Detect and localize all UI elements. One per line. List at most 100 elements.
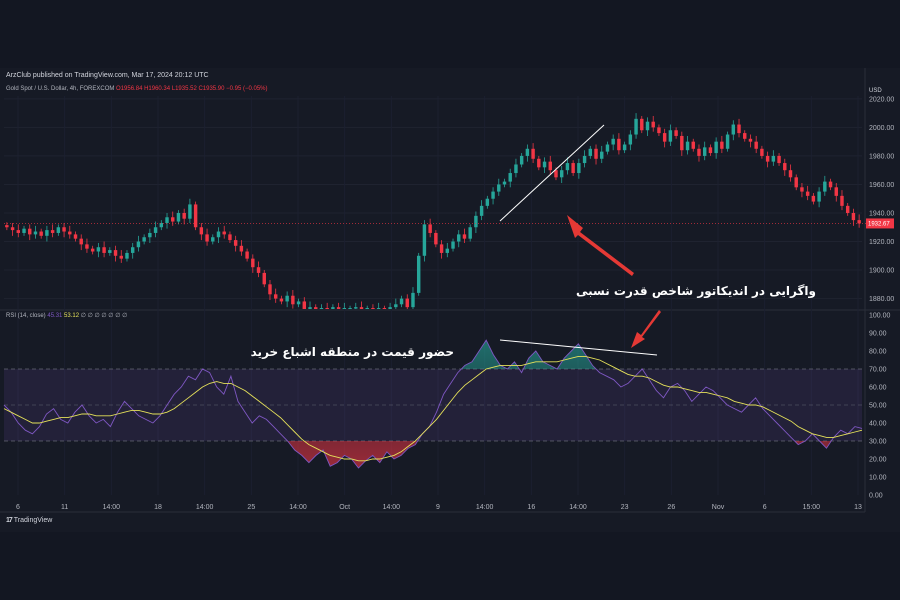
chart-area[interactable] [0,68,900,532]
candle-body [828,181,833,188]
candle [674,127,678,139]
candle [302,297,307,309]
candle [777,153,781,166]
candle-body [108,250,112,253]
rsi-band [4,368,862,442]
candle [239,240,244,256]
candle-body [817,191,821,202]
candle-body [336,307,341,309]
tradingview-logo-text: TradingView [13,517,53,524]
candle [153,221,158,238]
bottom-margin [0,532,900,600]
candle [273,288,278,303]
candle [685,135,690,155]
candle [5,222,9,231]
candle-body [405,298,409,308]
rsi-value: 45.31 [47,313,63,319]
candle [439,240,444,259]
candle-body [142,237,146,242]
rsi-ma-value: 53.12 [64,313,80,319]
candle-body [399,298,404,305]
candle-body [285,295,289,302]
candle [102,241,106,258]
candle [159,220,164,231]
candle-body [777,155,781,164]
candle [388,302,392,309]
candle-body [497,184,501,192]
candle [216,227,221,243]
candle-body [382,308,387,309]
candle [205,228,209,246]
candle-body [205,234,209,242]
candle [279,295,284,305]
candle-body [262,272,266,285]
candle [211,234,215,245]
candle [291,290,295,309]
time-tick-label: 14:00 [383,504,401,511]
candle-body [22,228,26,233]
candle-body [434,232,438,245]
candle-body [256,267,261,273]
candle-body [702,147,707,156]
candle [394,298,398,309]
candle [176,210,181,225]
candle [119,250,123,263]
candle-body [743,133,747,139]
candle-body [600,151,604,159]
candle-body [800,187,804,192]
candle-body [668,130,673,142]
rsi-tick-label: 20.00 [869,457,887,464]
candle-body [622,144,627,151]
candle-body [651,121,655,128]
candle-body [331,307,335,309]
candle [605,141,610,155]
divergence-annotation: واگرایی در اندیکاتور شاخص قدرت نسبی [575,284,816,298]
candle-body [685,141,690,151]
candle [85,238,89,253]
candle-body [62,227,66,232]
candle-body [645,121,650,131]
candle-body [125,252,129,259]
candle [622,141,627,154]
candle-body [811,195,816,202]
candle-body [165,217,169,223]
candle [222,225,226,239]
candle [251,254,255,273]
candle [342,302,347,309]
candle-body [10,227,15,231]
price-tick-label: 1880.00 [869,296,894,303]
tradingview-logo[interactable]: 17 TradingView [6,517,52,524]
candle-body [783,163,787,171]
candle [662,128,667,148]
candle [720,135,724,154]
candle-body [50,230,55,233]
candle-body [634,118,638,135]
symbol-legend[interactable]: Gold Spot / U.S. Dollar, 4h, FOREXCOM O1… [6,86,268,92]
candle [485,195,490,209]
candle [371,304,375,309]
rsi-legend[interactable]: RSI (14, close) 45.31 53.12 ∅ ∅ ∅ ∅ ∅ ∅ … [6,312,127,319]
candle-body [416,255,421,293]
candle-body [291,295,295,305]
rsi-tick-label: 40.00 [869,421,887,428]
price-tick-label: 2020.00 [869,96,894,103]
candle-body [765,155,770,162]
candle [708,144,713,156]
price-tick-label: 1900.00 [869,268,894,275]
candle [588,145,593,159]
candle [474,211,478,233]
rsi-tick-label: 70.00 [869,367,887,374]
candle [834,183,838,202]
candle [434,230,438,248]
candle-body [657,127,661,134]
candle [468,224,472,242]
candle-body [279,298,284,302]
candle-body [720,141,724,149]
candle-body [474,215,478,228]
axes: 2020.00 2000.00 1980.00 1960.00 1940.00 1920.… [16,96,894,511]
candle [794,174,798,191]
candle [497,178,501,196]
price-tick-label: 1960.00 [869,182,894,189]
candle-body [445,248,450,253]
